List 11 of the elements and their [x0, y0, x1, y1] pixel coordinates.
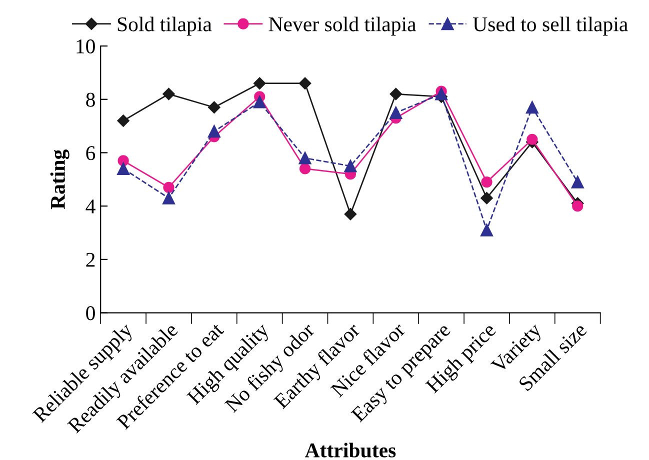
y-tick-label: 10 [76, 39, 95, 54]
y-axis-title: Rating [50, 150, 70, 210]
y-tick-label: 4 [86, 200, 96, 214]
y-tick-label: 2 [86, 252, 95, 267]
legend-label: Used to sell tilapia [472, 16, 628, 36]
legend-label: Sold tilapia [118, 16, 212, 36]
x-axis-title: Attributes [304, 442, 396, 458]
y-tick-label: 0 [86, 306, 95, 320]
legend-label: Never sold tilapia [268, 16, 416, 36]
y-tick-label: 8 [86, 92, 95, 107]
y-tick-label: 6 [86, 146, 96, 160]
